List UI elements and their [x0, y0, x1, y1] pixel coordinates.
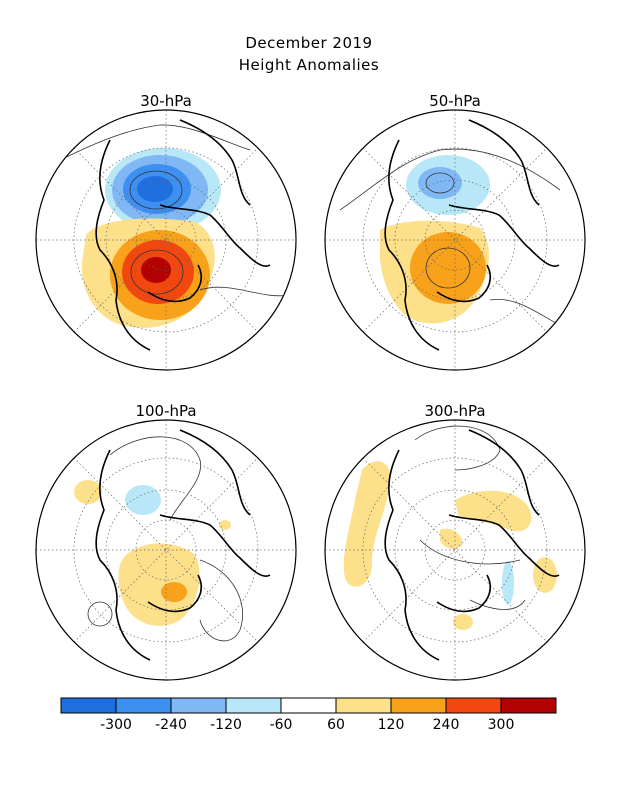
map-border: [324, 109, 586, 371]
neg-anomaly-120: [418, 167, 462, 199]
figure-title-month: December 2019: [245, 34, 373, 52]
pos-anomaly-south: [453, 614, 473, 630]
pos-anomaly-60: [118, 543, 200, 626]
pos-anomaly-120: [410, 232, 486, 304]
graticule: [325, 110, 585, 370]
pos-anomaly-arctic: [455, 490, 532, 532]
panel-label-30hpa: 30-hPa: [140, 92, 192, 110]
colorbar-label: 120: [378, 717, 405, 733]
pos-anomaly-300: [141, 257, 171, 283]
graticule: [36, 420, 296, 680]
graticule: [36, 110, 296, 370]
colorbar-swatch: [335, 697, 392, 714]
colorbar-label: -300: [100, 717, 132, 733]
colorbar-swatch: [225, 697, 282, 714]
map-30hpa: [36, 110, 296, 370]
pos-anomaly-small: [440, 528, 463, 549]
colorbar-swatch: [390, 697, 447, 714]
map-300hpa: [325, 420, 585, 680]
contours: [87, 436, 243, 642]
colorbar-labels: -300 -240 -120 -60 60 120 240 300: [100, 717, 514, 733]
map-border: [35, 419, 297, 681]
colorbar-swatch: [280, 697, 337, 714]
map-border: [324, 419, 586, 681]
coastlines: [384, 429, 560, 661]
map-border: [35, 109, 297, 371]
pos-anomaly-60-small: [219, 520, 231, 530]
graticule: [325, 420, 585, 680]
map-100hpa: [36, 420, 296, 680]
colorbar-swatch: [115, 697, 172, 714]
colorbar-swatch: [445, 697, 502, 714]
colorbar: -300 -240 -120 -60 60 120 240 300: [60, 697, 557, 733]
panel-50hpa: 50-hPa: [324, 92, 586, 371]
neg-anomaly-300: [137, 176, 173, 202]
contours: [39, 124, 291, 297]
panel-label-100hpa: 100-hPa: [135, 402, 196, 420]
pos-anomaly-120: [161, 582, 187, 602]
colorbar-label: 60: [327, 717, 345, 733]
colorbar-swatch: [500, 697, 557, 714]
colorbar-boxes: [60, 697, 557, 714]
colorbar-label: 300: [488, 717, 515, 733]
pos-anomaly-pacific: [343, 461, 391, 587]
neg-anomaly-60: [125, 485, 161, 515]
colorbar-label: -120: [210, 717, 242, 733]
map-50hpa: [325, 110, 585, 370]
coastlines: [95, 429, 271, 661]
coastlines: [95, 119, 271, 351]
coastlines: [384, 119, 560, 351]
colorbar-label: -240: [155, 717, 187, 733]
pos-anomaly-atlantic: [533, 557, 557, 593]
panel-label-300hpa: 300-hPa: [424, 402, 485, 420]
panel-100hpa: 100-hPa: [35, 402, 297, 681]
colorbar-label: -60: [270, 717, 293, 733]
colorbar-swatch: [170, 697, 227, 714]
panel-label-50hpa: 50-hPa: [429, 92, 481, 110]
colorbar-swatch: [60, 697, 117, 714]
colorbar-label: 240: [433, 717, 460, 733]
neg-anomaly-60: [502, 561, 514, 605]
figure-title-variable: Height Anomalies: [238, 56, 380, 74]
pos-anomaly-60-west: [74, 480, 102, 504]
panel-300hpa: 300-hPa: [324, 402, 586, 681]
panel-30hpa: 30-hPa: [35, 92, 297, 371]
